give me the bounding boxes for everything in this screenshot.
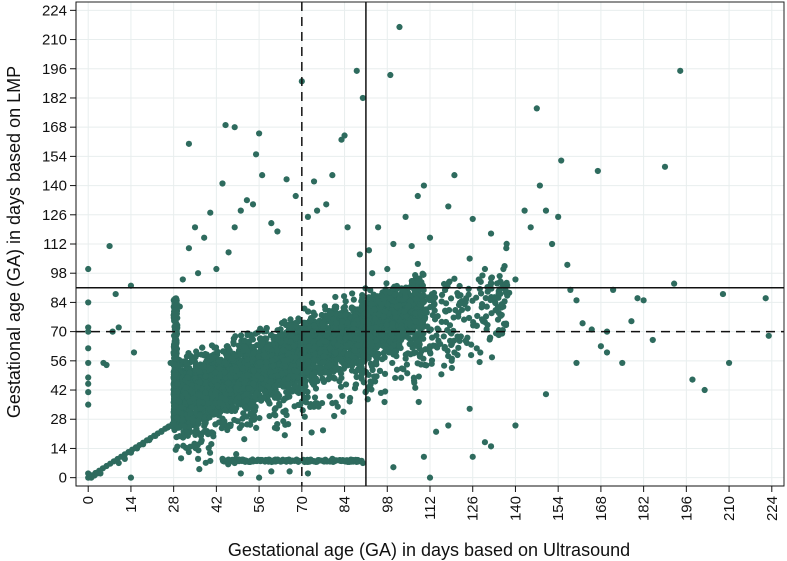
cluster-point — [274, 333, 281, 341]
cluster-point — [306, 317, 314, 324]
cluster-point — [230, 335, 238, 342]
cluster-point — [304, 308, 312, 315]
cluster-point — [193, 348, 200, 355]
cluster-point — [332, 310, 340, 318]
cluster-point — [230, 341, 237, 348]
cluster-point — [311, 356, 318, 363]
cluster-point — [332, 303, 340, 310]
cluster-point — [268, 331, 275, 339]
cluster-point — [369, 270, 376, 277]
cluster-point — [414, 260, 421, 268]
cluster-point — [358, 298, 365, 305]
cluster-point — [332, 293, 339, 301]
cluster-point — [311, 322, 318, 329]
cluster-point — [367, 287, 374, 294]
cluster-point — [199, 344, 206, 351]
cluster-point — [241, 337, 248, 344]
cluster-point — [274, 327, 281, 334]
cluster-point — [420, 271, 427, 278]
cluster-point — [322, 306, 329, 313]
cluster-point — [349, 290, 356, 297]
cluster-point — [348, 305, 355, 312]
cluster-point — [237, 332, 245, 339]
cluster-point — [185, 350, 192, 357]
cluster-point — [320, 322, 328, 329]
cluster-point — [198, 351, 205, 358]
cluster-point — [340, 304, 347, 311]
cluster-point — [383, 280, 390, 287]
cluster-point — [228, 355, 236, 362]
data-points — [85, 23, 772, 481]
cluster-point — [220, 348, 227, 355]
cluster-point — [259, 339, 266, 346]
cluster-point — [391, 291, 398, 298]
cluster-point — [350, 296, 357, 303]
